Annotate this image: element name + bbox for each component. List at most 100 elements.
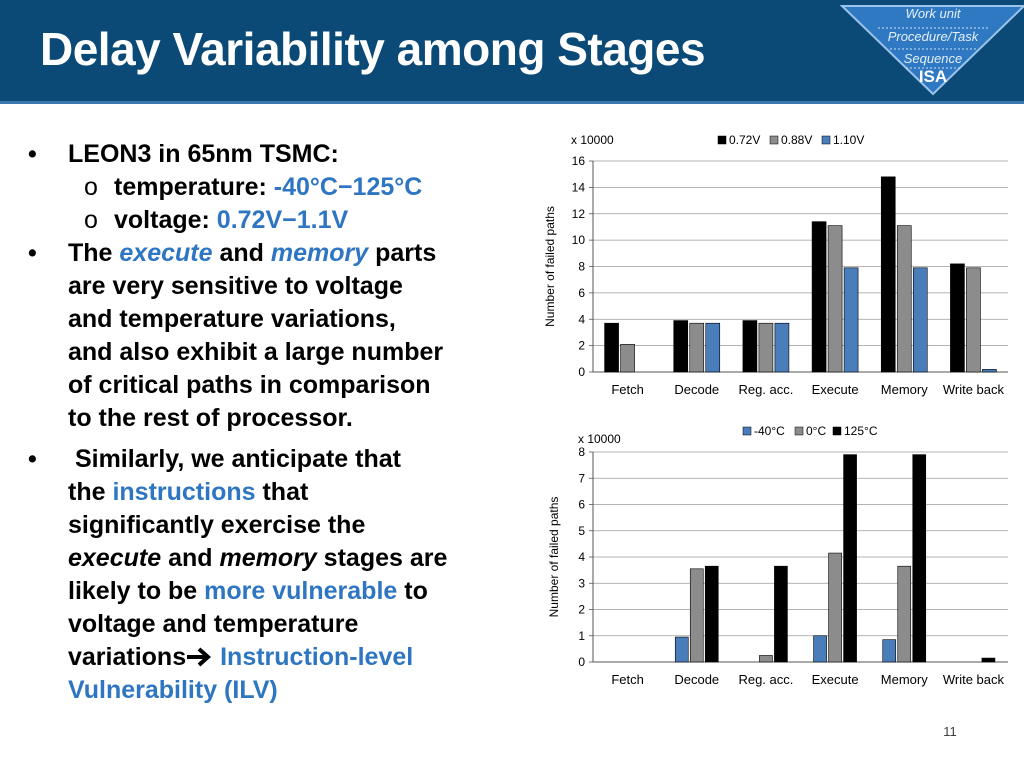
legend-swatch [742,426,752,436]
bar [705,322,721,373]
bar [689,568,704,663]
y-tick-label: 6 [578,286,585,300]
y-tick-label: 4 [578,550,585,564]
circle-bullet-icon: o [84,173,98,201]
category-label: Fetch [611,672,644,687]
y-tick-label: 4 [578,312,585,326]
y-tick-label: 0 [578,655,585,669]
bar [774,322,790,373]
bar [950,263,965,373]
bar [704,565,719,663]
bullet-line: and also exhibit a large number [68,338,444,366]
legend-label: 1.10V [833,133,864,147]
bullet-line: are very sensitive to voltage [68,272,403,300]
bullet-text: likely to be [68,577,205,605]
bar [982,369,997,373]
bar [759,655,773,663]
y-tick-label: 8 [578,260,585,274]
badge-sequence: Sequence [903,51,963,66]
bullet-line: Similarly, we anticipate that [68,445,401,473]
badge-procedure-task: Procedure/Task [887,29,979,44]
y-tick-label: 3 [578,576,585,590]
sub-bullet-label: temperature: [114,173,274,201]
bullet-line: significantly exercise the [68,511,366,539]
bullet-text: to [397,577,428,605]
highlight-instructions: instructions [112,478,256,506]
y-axis-label: Number of failed paths [547,497,561,618]
highlight-ilv: Instruction-level [220,643,414,671]
bar [689,322,705,373]
voltage-range: 0.72V−1.1V [216,206,349,234]
bullet-line: voltage and temperature [68,610,359,638]
legend-swatch [821,135,831,145]
category-label: Reg. acc. [738,382,793,397]
bar [742,320,758,373]
arrow-right-icon [187,647,212,667]
badge-triangle-shape [839,5,1024,96]
legend-label: 0.88V [781,133,812,147]
header-divider [0,101,1024,104]
bar [897,565,912,663]
bullet-execute-memory: • The execute and memory parts are very … [28,237,528,435]
bullet-text: the [68,478,113,506]
bullet-anticipate: • Similarly, we anticipate that the inst… [28,443,528,707]
legend-label: -40°C [754,424,785,438]
y-tick-label: 8 [578,445,585,459]
category-label: Decode [674,672,719,687]
bullet-text: The [68,239,120,267]
legend-swatch [794,426,804,436]
legend-swatch [769,135,779,145]
bullet-text: and [212,239,271,267]
category-label: Execute [812,672,859,687]
bullet-text: stages are [316,544,448,572]
page-number: 11 [943,724,957,739]
y-axis-label: Number of failed paths [543,206,557,327]
bullet-text: and [161,544,220,572]
category-label: Decode [674,382,719,397]
bar [673,320,689,373]
bullet-dot-icon: • [28,239,37,267]
temperature-failed-paths-chart: 0 1 2 3 4 5 6 7 8x 10000 Number of failed paths Fe… [547,424,1008,687]
y-tick-label: 16 [572,154,586,168]
bar [620,344,635,373]
y-tick-label: 1 [578,629,585,643]
bullet-line: of critical paths in comparison [68,371,431,399]
legend-label: 0.72V [729,133,760,147]
y-tick-label: 5 [578,524,585,538]
bar [674,636,689,663]
y-tick-label: 10 [572,233,586,247]
sub-bullet-temperature: o temperature: -40°C−125°C [28,171,528,204]
axis-multiplier-label: x 10000 [578,432,621,446]
y-tick-label: 14 [572,180,586,194]
bar [981,657,996,663]
bar [827,225,843,373]
category-label: Write back [943,382,1005,397]
legend-swatch [717,135,727,145]
bullet-text: variations [68,643,187,671]
bar [896,225,912,373]
y-tick-label: 2 [578,603,585,617]
badge-isa: ISA [918,67,948,86]
y-tick-label: 7 [578,471,585,485]
sub-bullet-voltage: o voltage: 0.72V−1.1V [28,204,528,237]
emphasis-memory: memory [219,544,317,572]
bar [813,635,827,663]
bar [912,454,927,663]
bar [880,176,896,373]
bar [966,267,981,373]
legend-label: 125°C [844,424,878,438]
voltage-failed-paths-chart: 0 2 4 6 8 10 12 14 16 x 10000 Number of failed pat… [543,133,1008,397]
bullet-text: parts [368,239,437,267]
bar [882,639,897,663]
highlight-memory: memory [270,239,369,267]
sub-bullet-label: voltage: [114,206,217,234]
highlight-more-vulnerable: more vulnerable [204,577,398,605]
bar [912,267,928,373]
bullet-text: LEON3 in 65nm TSMC: [68,140,339,168]
bullet-list: • LEON3 in 65nm TSMC: o temperature: -40… [28,138,528,707]
bar [758,322,774,373]
bar [828,552,842,663]
emphasis-execute: execute [68,544,162,572]
category-label: Fetch [611,382,644,397]
category-label: Memory [881,382,928,397]
